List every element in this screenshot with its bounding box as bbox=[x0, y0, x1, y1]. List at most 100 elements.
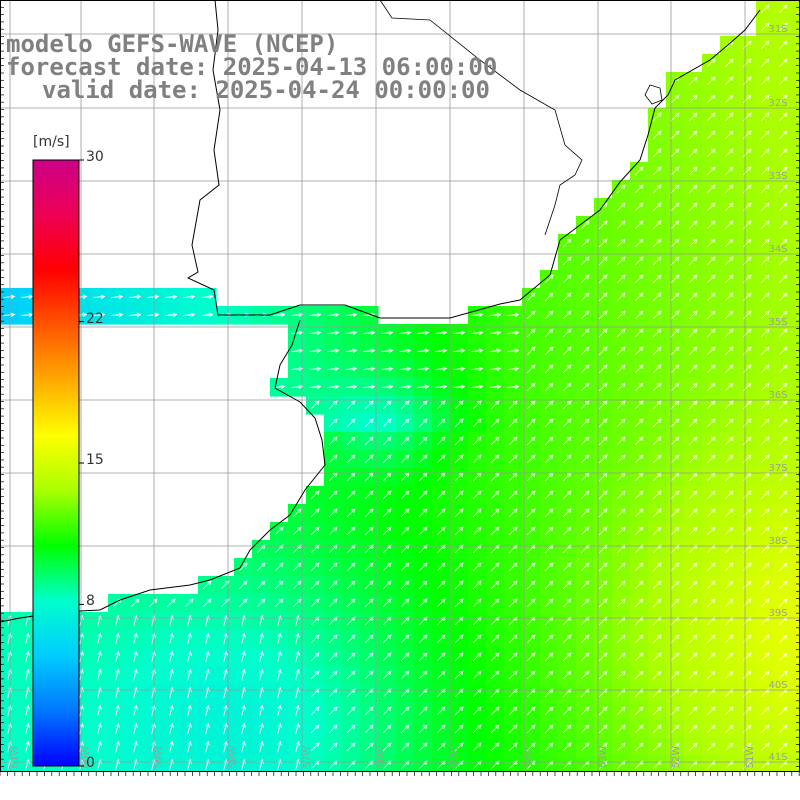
wind-arrow bbox=[544, 274, 554, 284]
wind-arrow bbox=[616, 598, 626, 608]
wind-arrow bbox=[183, 312, 196, 318]
wind-arrow bbox=[652, 328, 662, 338]
latitude-label: 38S bbox=[768, 536, 787, 547]
wind-arrow bbox=[526, 598, 536, 608]
wind-arrow bbox=[778, 706, 788, 716]
wind-arrow bbox=[652, 670, 662, 680]
wind-arrow bbox=[778, 40, 788, 50]
wind-arrow bbox=[544, 706, 554, 716]
wind-arrow bbox=[688, 652, 698, 662]
wind-arrow bbox=[796, 585, 800, 590]
wind-cell bbox=[792, 576, 800, 595]
wind-cell bbox=[792, 288, 800, 307]
wind-arrow bbox=[417, 384, 430, 390]
wind-arrow bbox=[652, 364, 662, 374]
wind-arrow bbox=[544, 436, 554, 446]
longitude-label: 59W bbox=[154, 746, 165, 769]
wind-arrow bbox=[328, 634, 338, 644]
wind-cell bbox=[720, 756, 739, 772]
wind-arrow bbox=[363, 348, 376, 354]
wind-arrow bbox=[346, 508, 356, 518]
wind-arrow bbox=[169, 632, 174, 645]
wind-arrow bbox=[562, 328, 572, 338]
wind-arrow bbox=[652, 238, 662, 248]
wind-arrow bbox=[760, 328, 770, 338]
wind-arrow bbox=[544, 490, 554, 500]
wind-cell bbox=[792, 666, 800, 685]
wind-arrow bbox=[724, 310, 734, 320]
wind-arrow bbox=[526, 328, 536, 338]
wind-arrow bbox=[418, 400, 428, 410]
wind-arrow bbox=[490, 400, 500, 410]
wind-arrow bbox=[688, 94, 698, 104]
wind-arrow bbox=[363, 312, 376, 318]
wind-arrow bbox=[508, 562, 518, 572]
wind-arrow bbox=[399, 384, 412, 390]
wind-arrow bbox=[796, 693, 800, 698]
wind-arrow bbox=[169, 740, 174, 753]
wind-arrow bbox=[598, 238, 608, 248]
wind-arrow bbox=[724, 742, 734, 752]
longitude-label: 54W bbox=[524, 746, 535, 769]
wind-arrow bbox=[742, 364, 752, 374]
wind-arrow bbox=[778, 76, 788, 86]
wind-arrow bbox=[363, 384, 376, 390]
wind-arrow bbox=[616, 490, 626, 500]
wind-arrow bbox=[259, 668, 264, 681]
wind-arrow bbox=[382, 742, 392, 752]
wind-arrow bbox=[309, 330, 322, 336]
wind-arrow bbox=[310, 724, 320, 734]
wind-arrow bbox=[526, 436, 536, 446]
wind-arrow bbox=[688, 346, 698, 356]
wind-arrow bbox=[471, 330, 484, 336]
wind-arrow bbox=[256, 598, 266, 608]
wind-arrow bbox=[634, 742, 644, 752]
wind-arrow bbox=[508, 490, 518, 500]
wind-arrow bbox=[796, 675, 800, 680]
wind-arrow bbox=[742, 490, 752, 500]
wind-arrow bbox=[3, 294, 16, 300]
wind-arrow bbox=[328, 742, 338, 752]
wind-arrow bbox=[382, 418, 392, 428]
wind-arrow bbox=[670, 328, 680, 338]
wind-arrow bbox=[562, 400, 572, 410]
wind-cell bbox=[792, 216, 800, 235]
wind-arrow bbox=[472, 742, 482, 752]
wind-arrow bbox=[760, 670, 770, 680]
wind-arrow bbox=[93, 312, 106, 318]
colorbar-unit-label: [m/s] bbox=[33, 134, 70, 150]
wind-arrow bbox=[133, 668, 138, 681]
wind-arrow bbox=[688, 238, 698, 248]
wind-arrow bbox=[184, 598, 194, 608]
wind-arrow bbox=[670, 274, 680, 284]
wind-arrow bbox=[205, 740, 210, 753]
wind-arrow bbox=[724, 454, 734, 464]
wind-arrow bbox=[706, 130, 716, 140]
wind-arrow bbox=[202, 580, 212, 590]
wind-arrow bbox=[616, 238, 626, 248]
wind-arrow bbox=[706, 274, 716, 284]
wind-arrow bbox=[688, 310, 698, 320]
wind-arrow bbox=[309, 366, 322, 372]
wind-cell bbox=[774, 756, 793, 772]
wind-arrow bbox=[580, 274, 590, 284]
wind-arrow bbox=[598, 508, 608, 518]
wind-arrow bbox=[778, 400, 788, 410]
wind-arrow bbox=[292, 526, 302, 536]
wind-arrow bbox=[471, 384, 484, 390]
wind-arrow bbox=[760, 508, 770, 518]
wind-arrow bbox=[183, 294, 196, 300]
wind-arrow bbox=[634, 724, 644, 734]
wind-cell bbox=[792, 486, 800, 505]
wind-arrow bbox=[760, 4, 770, 14]
wind-arrow bbox=[670, 670, 680, 680]
wind-arrow bbox=[346, 562, 356, 572]
wind-arrow bbox=[115, 704, 120, 717]
wind-cell bbox=[792, 504, 800, 523]
wind-arrow bbox=[453, 384, 466, 390]
wind-cell bbox=[792, 72, 800, 91]
wind-arrow bbox=[598, 490, 608, 500]
wind-cell bbox=[792, 54, 800, 73]
wind-arrow bbox=[129, 312, 142, 318]
wind-cell bbox=[792, 342, 800, 361]
